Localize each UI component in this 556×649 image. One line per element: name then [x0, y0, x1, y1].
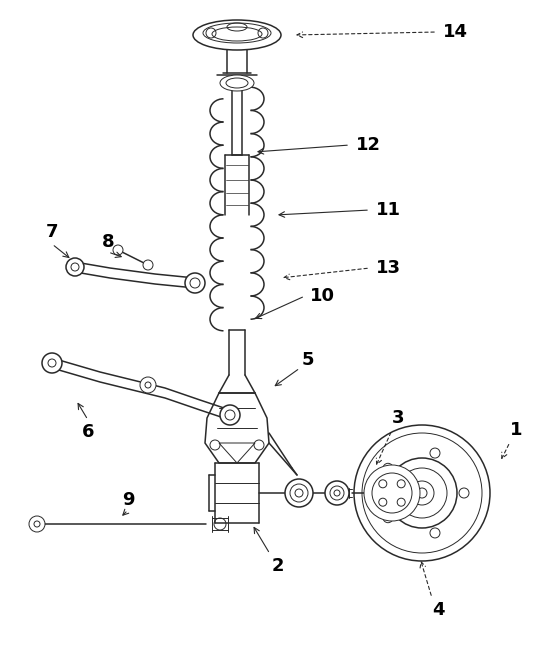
Circle shape — [29, 516, 45, 532]
Circle shape — [379, 498, 387, 506]
Circle shape — [285, 479, 313, 507]
Circle shape — [66, 258, 84, 276]
Text: 10: 10 — [310, 287, 335, 305]
Circle shape — [397, 498, 405, 506]
Circle shape — [143, 260, 153, 270]
Text: 13: 13 — [375, 259, 400, 277]
Text: 7: 7 — [46, 223, 58, 241]
Text: 11: 11 — [375, 201, 400, 219]
Circle shape — [140, 377, 156, 393]
Text: 1: 1 — [510, 421, 522, 439]
Circle shape — [325, 481, 349, 505]
Text: 9: 9 — [122, 491, 134, 509]
Text: 6: 6 — [82, 423, 95, 441]
Text: 12: 12 — [355, 136, 380, 154]
Circle shape — [185, 273, 205, 293]
Circle shape — [397, 480, 405, 488]
Circle shape — [220, 405, 240, 425]
Text: 14: 14 — [443, 23, 468, 41]
Ellipse shape — [193, 20, 281, 50]
Ellipse shape — [220, 75, 254, 91]
Circle shape — [379, 480, 387, 488]
Text: 5: 5 — [302, 351, 314, 369]
Text: 4: 4 — [432, 601, 444, 619]
Text: 3: 3 — [392, 409, 404, 427]
Text: 2: 2 — [272, 557, 284, 575]
Circle shape — [113, 245, 123, 255]
Text: 8: 8 — [102, 233, 115, 251]
Circle shape — [364, 465, 420, 521]
Circle shape — [42, 353, 62, 373]
